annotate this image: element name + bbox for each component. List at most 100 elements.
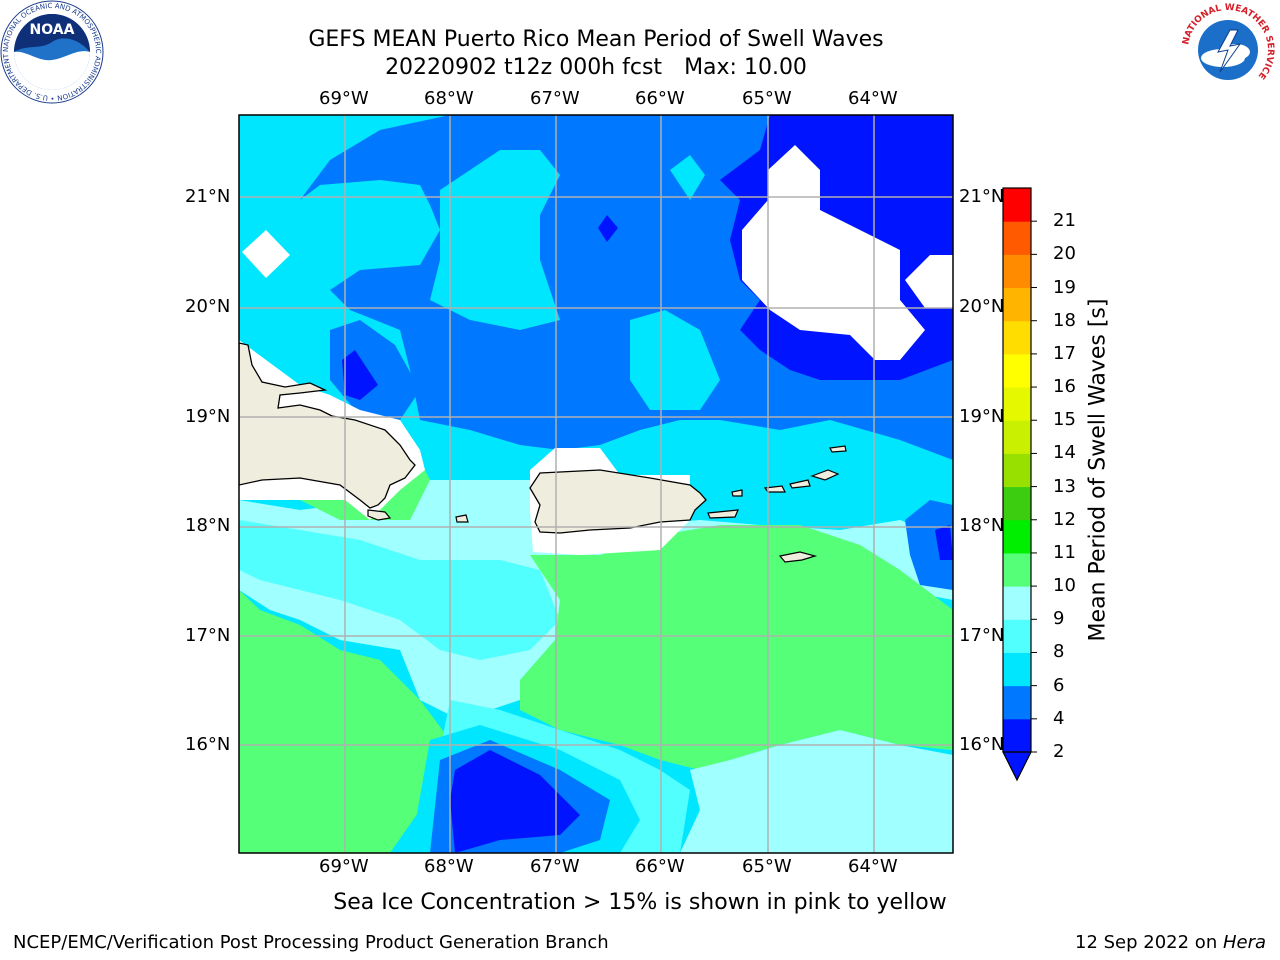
- contour-2-4s-south: [430, 740, 610, 853]
- lat-label-left: 17°N: [185, 625, 231, 646]
- colorbar-segment: [1003, 420, 1031, 454]
- colorbar-tick-label: 8: [1053, 641, 1065, 663]
- land-islet: [455, 514, 469, 523]
- colorbar-tick-label: 13: [1053, 475, 1076, 497]
- missing-puerto-rico: [530, 448, 690, 555]
- contour-6-8s-southcentral: [420, 700, 690, 853]
- colorbar-tick-label: 9: [1053, 608, 1065, 630]
- lat-label-left: 21°N: [185, 186, 231, 207]
- lon-label-top: 65°W: [742, 88, 792, 109]
- colorbar-tick-label: 10: [1053, 575, 1076, 597]
- colorbar: [1002, 187, 1037, 782]
- missing-hispaniola: [239, 340, 425, 520]
- lon-label-bottom: 66°W: [635, 856, 685, 877]
- map-frame: [238, 114, 954, 854]
- missing-blob-west: [242, 230, 290, 278]
- missing-blob-east: [905, 255, 953, 308]
- lat-label-left: 20°N: [185, 296, 231, 317]
- noaa-logo: NATIONAL OCEANIC AND ATMOSPHERIC ADMINIS…: [0, 0, 104, 104]
- lon-label-top: 67°W: [530, 88, 580, 109]
- footer-date: 12 Sep 2022 on Hera: [1075, 932, 1266, 953]
- contour-deep-west: [342, 350, 378, 400]
- lat-label-left: 19°N: [185, 406, 231, 427]
- lon-label-top: 68°W: [424, 88, 474, 109]
- contour-6-8s-south: [239, 520, 560, 660]
- colorbar-tick-label: 15: [1053, 409, 1076, 431]
- contour-9-10s-central: [520, 525, 953, 770]
- colorbar-frame: [1002, 187, 1032, 753]
- land-st-john: [789, 479, 811, 489]
- lat-label-right: 16°N: [959, 734, 1005, 755]
- lon-label-bottom: 68°W: [424, 856, 474, 877]
- contour-8-9s-southeast: [680, 730, 953, 853]
- colorbar-segment: [1003, 718, 1031, 753]
- land-culebra: [731, 489, 743, 497]
- lon-label-bottom: 65°W: [742, 856, 792, 877]
- land-anegada: [829, 445, 847, 453]
- colorbar-segment: [1003, 685, 1031, 720]
- contour-deep-south: [450, 750, 580, 853]
- max-value: Max: 10.00: [684, 55, 807, 80]
- footer-branch: NCEP/EMC/Verification Post Processing Pr…: [13, 932, 609, 953]
- land-tortola: [810, 469, 840, 481]
- colorbar-segment: [1003, 619, 1031, 653]
- contour-4-6s-south: [410, 725, 640, 853]
- colorbar-segment: [1003, 353, 1031, 388]
- colorbar-segment: [1003, 320, 1031, 355]
- contour-spot-2: [905, 500, 953, 590]
- contour-spot-3: [935, 525, 953, 560]
- colorbar-segment: [1003, 652, 1031, 687]
- colorbar-extend-arrow: [1002, 751, 1032, 782]
- colorbar-tick-label: 12: [1053, 508, 1076, 530]
- colorbar-segment: [1003, 254, 1031, 289]
- lat-label-left: 16°N: [185, 734, 231, 755]
- lon-label-top: 69°W: [319, 88, 369, 109]
- contour-light-patch-2: [630, 310, 720, 410]
- colorbar-tick-label: 4: [1053, 707, 1065, 729]
- lon-label-top: 64°W: [848, 88, 898, 109]
- lon-label-bottom: 69°W: [319, 856, 369, 877]
- colorbar-tick-label: 11: [1053, 541, 1076, 563]
- colorbar-segment: [1003, 552, 1031, 587]
- colorbar-segment: [1003, 221, 1031, 255]
- colorbar-tick-label: 2: [1053, 741, 1065, 762]
- map-title: GEFS MEAN Puerto Rico Mean Period of Swe…: [308, 27, 884, 52]
- missing-blob-north: [742, 145, 925, 360]
- forecast-date: 20220902 t12z 000h fcst: [385, 55, 663, 80]
- contour-spot-1: [598, 215, 618, 242]
- colorbar-title: Mean Period of Swell Waves [s]: [1085, 298, 1111, 642]
- colorbar-segment: [1003, 586, 1031, 620]
- land-st-croix: [778, 551, 818, 563]
- colorbar-tick-label: 14: [1053, 442, 1076, 464]
- map-background: [239, 115, 953, 853]
- land-hispaniola: [239, 342, 416, 509]
- contour-light-patch-4: [780, 420, 953, 530]
- lat-label-right: 20°N: [959, 296, 1005, 317]
- land-st-thomas: [763, 485, 786, 493]
- colorbar-segment: [1003, 287, 1031, 322]
- land-puerto-rico: [529, 469, 707, 534]
- colorbar-tick-label: 21: [1053, 210, 1076, 232]
- noaa-logo-text: NOAA: [30, 22, 75, 38]
- colorbar-segment: [1003, 188, 1031, 222]
- footer-host: Hera: [1222, 932, 1266, 953]
- contour-light-patch-3: [670, 155, 705, 200]
- nws-logo: NATIONAL WEATHER SERVICE: [1180, 2, 1276, 98]
- contour-9-10s-southwest: [239, 590, 450, 853]
- colorbar-tick-label: 19: [1053, 276, 1076, 298]
- colorbar-tick-label: 20: [1053, 243, 1076, 265]
- contour-2-4s-northeast: [720, 115, 953, 380]
- colorbar-segment: [1003, 486, 1031, 521]
- contour-8-9s-band: [239, 480, 953, 720]
- colorbar-tick-label: 16: [1053, 376, 1076, 398]
- contour-4-6s-east: [300, 115, 953, 490]
- map-subtitle: 20220902 t12z 000h fcst Max: 10.00: [0, 55, 1192, 81]
- lon-label-bottom: 64°W: [848, 856, 898, 877]
- lat-label-right: 19°N: [959, 406, 1005, 427]
- lon-label-bottom: 67°W: [530, 856, 580, 877]
- lon-label-top: 66°W: [635, 88, 685, 109]
- contour-light-patch-1: [430, 150, 560, 330]
- colorbar-tick-label: 18: [1053, 309, 1076, 331]
- sea-ice-note: Sea Ice Concentration > 15% is shown in …: [333, 890, 947, 915]
- land-vieques: [707, 509, 739, 519]
